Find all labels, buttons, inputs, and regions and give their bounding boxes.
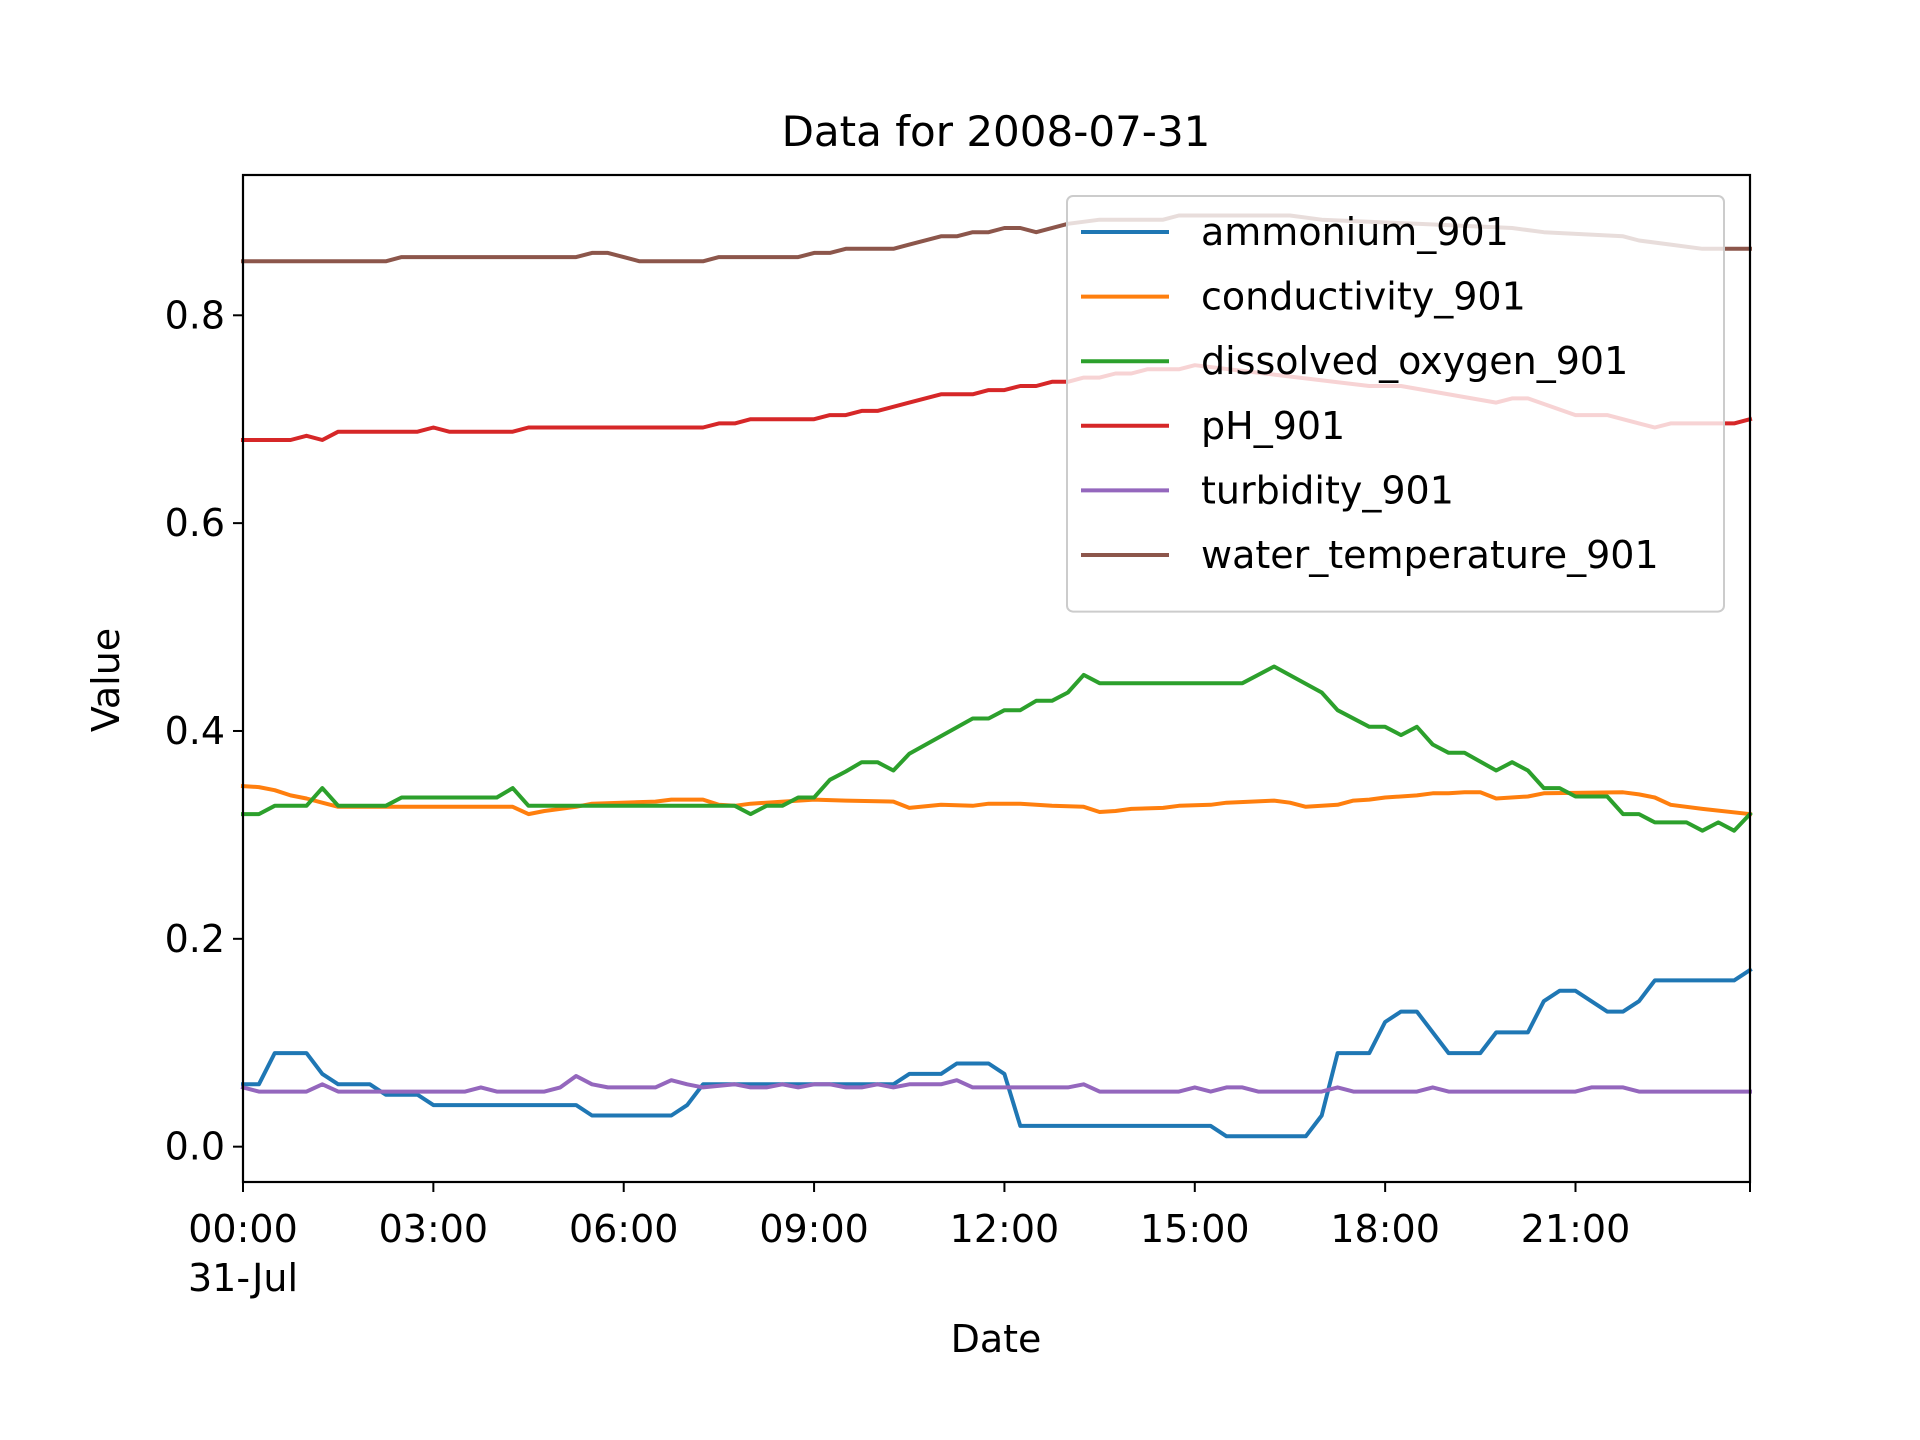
- x-tick-label: 12:00: [950, 1207, 1060, 1251]
- y-tick-label: 0.2: [165, 917, 225, 961]
- series-line-conductivity_901: [240, 783, 1753, 817]
- x-tick-label: 18:00: [1330, 1207, 1440, 1251]
- y-tick-label: 0.4: [165, 709, 225, 753]
- x-tick-label: 00:00: [188, 1207, 298, 1251]
- x-tick-label: 21:00: [1521, 1207, 1631, 1251]
- y-axis: 0.0 0.2 0.4 0.6 0.8: [165, 293, 243, 1169]
- legend-label: water_temperature_901: [1201, 533, 1659, 577]
- plot-frame: [241, 173, 1752, 1184]
- y-tick-label: 0.0: [165, 1125, 225, 1169]
- series-line-ammonium_901: [241, 967, 1753, 1139]
- x-tick-label: 06:00: [569, 1207, 679, 1251]
- legend-box: [1066, 195, 1725, 613]
- legend-label: dissolved_oxygen_901: [1201, 339, 1628, 383]
- series-line-dissolved_oxygen_901: [241, 664, 1753, 833]
- legend-label: turbidity_901: [1201, 468, 1454, 512]
- x-tick-sublabel: 31-Jul: [188, 1256, 298, 1300]
- x-tick-label: 03:00: [379, 1207, 489, 1251]
- legend-label: conductivity_901: [1201, 275, 1526, 319]
- x-tick-label: 09:00: [759, 1207, 869, 1251]
- chart-title: Data for 2008-07-31: [782, 107, 1211, 156]
- y-tick-label: 0.6: [165, 501, 225, 545]
- legend: ammonium_901 conductivity_901 dissolved_ox…: [1066, 195, 1725, 613]
- x-axis: 00:00 31-Jul 03:00 06:00 09:00 12:00 15:00 18:0…: [188, 1182, 1751, 1300]
- legend-label: pH_901: [1201, 404, 1345, 448]
- series-line-turbidity_901: [240, 1074, 1752, 1094]
- legend-label: ammonium_901: [1201, 210, 1509, 254]
- y-tick-label: 0.8: [165, 293, 225, 337]
- x-axis-label: Date: [951, 1317, 1042, 1361]
- x-tick-label: 15:00: [1140, 1207, 1250, 1251]
- y-axis-label: Value: [84, 628, 128, 732]
